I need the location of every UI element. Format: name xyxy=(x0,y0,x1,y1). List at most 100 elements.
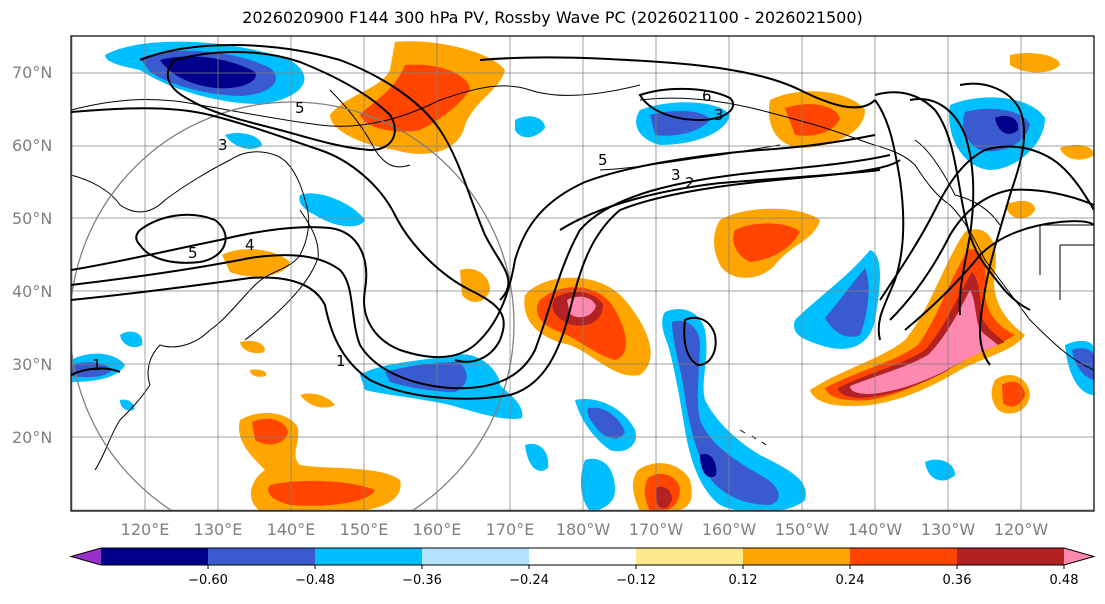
lon-label: 140°E xyxy=(267,520,316,539)
contour-label: 6 xyxy=(702,87,712,105)
pv-positive-blob xyxy=(240,340,265,354)
colorbar-segment xyxy=(208,548,316,565)
contour-label: 1 xyxy=(336,352,346,370)
lat-label: 20°N xyxy=(12,428,52,447)
pv-positive-blob xyxy=(1060,144,1094,160)
pv-negative-blob xyxy=(995,115,1019,134)
colorbar-extend-high xyxy=(1064,548,1094,565)
lat-label: 30°N xyxy=(12,355,52,374)
pv-negative-blob xyxy=(160,56,256,89)
state-borders xyxy=(1039,224,1094,300)
pv-contour-line xyxy=(874,99,905,341)
colorbar-segment xyxy=(529,548,637,565)
colorbar-segment xyxy=(743,548,851,565)
lon-label: 140°W xyxy=(848,520,903,539)
colorbar-segment xyxy=(850,548,958,565)
pv-positive-blob xyxy=(1002,381,1025,407)
contour-label: 1 xyxy=(92,356,102,374)
pv-positive-blob xyxy=(460,268,490,302)
latitude-labels: 70°N 60°N 50°N 40°N 30°N 20°N xyxy=(12,63,52,447)
map-frame xyxy=(70,35,1095,512)
contour-labels: 5 3 6 3 5 3 2 5 4 1 1 xyxy=(92,87,724,374)
pv-contour-line xyxy=(71,367,121,376)
pv-positive-blob xyxy=(252,418,288,445)
colorbar-tick-label: −0.36 xyxy=(402,573,442,588)
colorbar-segment xyxy=(636,548,744,565)
pv-negative-blob xyxy=(515,116,545,138)
contour-label: 3 xyxy=(218,136,228,154)
pv-positive-blob xyxy=(567,296,596,318)
japan-coastline xyxy=(244,209,319,341)
pv-contour-line xyxy=(479,56,876,109)
pv-positive-blob xyxy=(785,104,840,136)
pv-contour-line xyxy=(166,51,396,152)
map-area: 5 3 6 3 5 3 2 5 4 1 1 xyxy=(71,36,1094,511)
pv-positive-blob xyxy=(300,393,335,408)
pv-contour-line xyxy=(71,107,505,363)
pv-contour-line xyxy=(904,220,1094,331)
contour-label: 3 xyxy=(714,106,724,124)
lat-label: 40°N xyxy=(12,282,52,301)
pv-negative-blob xyxy=(225,133,262,149)
map-title: 2026020900 F144 300 hPa PV, Rossby Wave … xyxy=(242,8,863,27)
pv-positive-blob xyxy=(268,480,375,506)
contour-label: 5 xyxy=(598,151,608,169)
pv-positive-blob xyxy=(360,64,470,132)
pv-positive-blob xyxy=(250,369,267,377)
alaska-coastline xyxy=(639,97,1094,371)
colorbar-extend-low xyxy=(71,548,101,565)
colorbar-tick-label: 0.24 xyxy=(836,573,865,588)
lon-label: 180°W xyxy=(556,520,611,539)
colorbar-tick-label: −0.12 xyxy=(616,573,656,588)
pv-contour-line xyxy=(959,82,1026,366)
pv-negative-blob xyxy=(825,268,869,337)
pv-contour-line xyxy=(71,159,901,400)
colorbar-tick-label: −0.60 xyxy=(188,573,228,588)
lon-label: 160°W xyxy=(702,520,757,539)
lon-label: 170°W xyxy=(629,520,684,539)
pv-negative-blob xyxy=(587,407,625,439)
colorbar-outline xyxy=(69,547,1096,566)
pv-contour-line xyxy=(879,145,1094,301)
pv-negative-blob xyxy=(299,193,365,227)
colorbar-tick-label: 0.12 xyxy=(729,573,758,588)
pv-contour-line xyxy=(71,154,891,390)
pv-contour-line xyxy=(559,169,881,231)
contour-label: 5 xyxy=(188,244,198,262)
pv-contour-line xyxy=(139,44,510,301)
pv-negative-blob xyxy=(580,458,615,511)
colorbar-segment xyxy=(957,548,1065,565)
pv-negative-blob xyxy=(385,362,467,392)
pv-negative-blob xyxy=(650,110,710,136)
pv-positive-blob xyxy=(733,223,800,262)
pv-contour-line xyxy=(889,188,1094,321)
lon-label: 150°E xyxy=(340,520,389,539)
pv-positive-blob xyxy=(222,249,290,277)
pv-positive-blob xyxy=(1010,53,1060,73)
graticule xyxy=(71,36,1094,511)
contour-label: 4 xyxy=(245,236,255,254)
colorbar-segment xyxy=(422,548,530,565)
pv-negative-blob xyxy=(120,399,135,411)
pv-negative-blob xyxy=(672,320,779,505)
pv-negative-blob xyxy=(525,443,549,471)
lon-label: 170°E xyxy=(486,520,535,539)
lat-label: 70°N xyxy=(12,63,52,82)
pv-contour-line xyxy=(638,87,735,122)
colorbar-segment xyxy=(315,548,423,565)
colorbar: −0.60 −0.48 −0.36 −0.24 −0.12 0.12 0.24 0.36 0.4… xyxy=(69,547,1096,588)
longitude-labels: 120°E 130°E 140°E 150°E 160°E 170°E 180°… xyxy=(121,520,1049,539)
lon-label: 160°E xyxy=(413,520,462,539)
pv-contour-line xyxy=(683,316,717,367)
pv-negative-blob xyxy=(925,459,955,481)
range-circle xyxy=(71,101,515,511)
pv-contour-line xyxy=(135,213,227,264)
lat-label: 50°N xyxy=(12,209,52,228)
lon-label: 130°E xyxy=(194,520,243,539)
contour-label: 3 xyxy=(671,166,681,184)
colorbar-tick-label: −0.24 xyxy=(509,573,549,588)
siberia-coastline xyxy=(71,84,641,127)
pv-contours xyxy=(71,44,1094,400)
colorbar-tick-label: 0.48 xyxy=(1050,573,1079,588)
colorbar-tick-label: 0.36 xyxy=(943,573,972,588)
